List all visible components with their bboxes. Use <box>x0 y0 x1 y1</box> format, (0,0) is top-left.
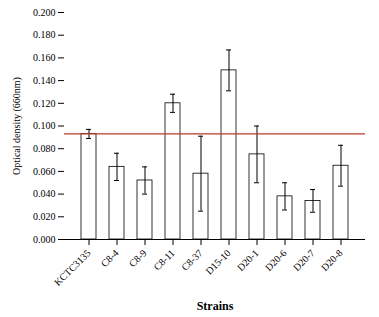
svg-text:C8-11: C8-11 <box>151 247 176 272</box>
svg-text:0.100: 0.100 <box>33 120 56 131</box>
svg-text:Strains: Strains <box>197 299 234 313</box>
svg-text:C8-9: C8-9 <box>127 247 149 269</box>
svg-text:D20-1: D20-1 <box>235 247 261 273</box>
svg-text:0.160: 0.160 <box>33 52 56 63</box>
svg-text:Optical density (660nm): Optical density (660nm) <box>11 77 23 175</box>
svg-text:0.200: 0.200 <box>33 7 56 18</box>
svg-text:D15-10: D15-10 <box>203 247 232 276</box>
svg-text:KCTC3135: KCTC3135 <box>52 247 93 288</box>
svg-text:0.080: 0.080 <box>33 143 56 154</box>
svg-text:D20-8: D20-8 <box>319 247 345 273</box>
svg-text:0.180: 0.180 <box>33 29 56 40</box>
svg-text:D20-6: D20-6 <box>263 247 289 273</box>
svg-text:0.020: 0.020 <box>33 211 56 222</box>
svg-text:0.120: 0.120 <box>33 98 56 109</box>
svg-text:0.000: 0.000 <box>33 234 56 245</box>
svg-text:C8-4: C8-4 <box>99 247 121 269</box>
svg-text:0.140: 0.140 <box>33 75 56 86</box>
svg-text:D20-7: D20-7 <box>291 247 317 273</box>
svg-text:0.040: 0.040 <box>33 188 56 199</box>
svg-text:C8-37: C8-37 <box>179 247 204 272</box>
svg-text:0.060: 0.060 <box>33 166 56 177</box>
